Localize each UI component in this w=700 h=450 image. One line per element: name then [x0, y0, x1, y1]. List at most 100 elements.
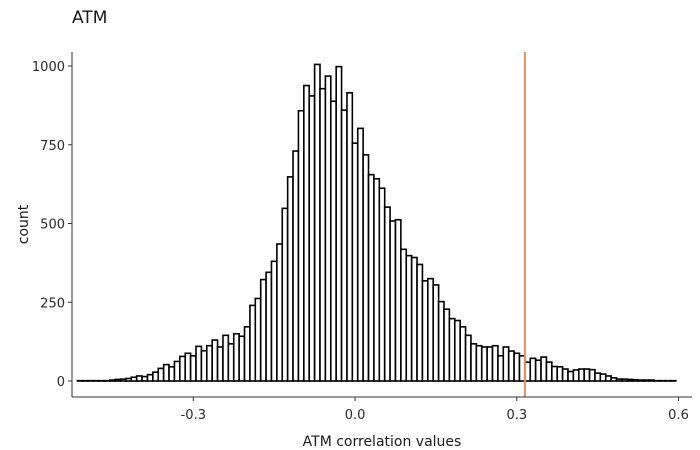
- histogram-bar: [610, 377, 618, 382]
- histogram-bar: [529, 357, 537, 382]
- histogram-bar: [340, 109, 348, 382]
- histogram-bar: [389, 220, 397, 382]
- histogram-bar: [470, 343, 478, 382]
- histogram-bar: [594, 372, 602, 382]
- histogram-bar: [561, 368, 569, 382]
- histogram-bar: [249, 304, 257, 382]
- histogram-bar: [179, 355, 187, 382]
- histogram-bar: [313, 63, 321, 382]
- histogram-bar: [216, 346, 224, 382]
- histogram-bar: [642, 379, 650, 382]
- histogram-bar: [205, 344, 213, 382]
- histogram-bar: [604, 375, 612, 382]
- histogram-bar: [270, 260, 278, 382]
- histogram-bar: [351, 142, 359, 382]
- x-tick-label: 0.6: [668, 408, 689, 423]
- histogram-bar: [453, 319, 461, 382]
- histogram-bar: [195, 345, 203, 382]
- histogram-bar: [599, 373, 607, 382]
- histogram-bar: [459, 326, 467, 382]
- histogram-bar: [108, 379, 116, 382]
- histogram-bar: [146, 373, 154, 382]
- histogram-bar: [464, 334, 472, 382]
- histogram-bar: [383, 206, 391, 382]
- histogram-bar: [238, 335, 246, 382]
- histogram-bar: [152, 371, 160, 382]
- histogram-bars: [76, 63, 677, 382]
- histogram-bar: [303, 84, 311, 382]
- y-axis-ticks: 0 250 500 750 1000: [32, 60, 72, 390]
- histogram-bar: [259, 278, 267, 382]
- histogram-bar: [141, 375, 149, 382]
- histogram-bar: [329, 100, 337, 382]
- histogram-bar: [227, 343, 235, 382]
- y-tick-label: 0: [57, 375, 65, 390]
- chart-title: ATM: [72, 8, 108, 28]
- histogram-bar: [254, 297, 262, 382]
- histogram-bar: [416, 263, 424, 382]
- histogram-bar: [335, 65, 343, 382]
- histogram-bar: [443, 308, 451, 382]
- x-tick-label: -0.3: [181, 408, 206, 423]
- histogram-bar: [356, 127, 364, 382]
- histogram-bar: [432, 284, 440, 382]
- histogram-bar: [475, 344, 483, 382]
- histogram-bar: [405, 254, 413, 382]
- histogram-bar: [421, 280, 429, 382]
- histogram-bar: [373, 177, 381, 382]
- histogram-bar: [497, 354, 505, 382]
- histogram-bar: [410, 256, 418, 382]
- histogram-bar: [292, 150, 300, 382]
- histogram-bar: [545, 361, 553, 382]
- histogram-bar: [125, 377, 133, 382]
- histogram-bar: [346, 91, 354, 382]
- histogram-bar: [551, 365, 559, 382]
- histogram-bar: [281, 207, 289, 382]
- histogram-bar: [394, 218, 402, 382]
- histogram-bar: [507, 350, 515, 382]
- histogram-bar: [286, 176, 294, 382]
- histogram-bar: [486, 346, 494, 382]
- histogram-bar: [588, 368, 596, 382]
- histogram-bar: [189, 354, 197, 382]
- histogram-bar: [491, 344, 499, 382]
- histogram-bar: [583, 368, 591, 382]
- histogram-bar: [114, 378, 122, 382]
- histogram-bar: [577, 368, 585, 382]
- y-tick-label: 1000: [32, 60, 65, 75]
- histogram-bar: [276, 243, 284, 382]
- x-axis-ticks: -0.3 0.0 0.3 0.6: [181, 397, 689, 423]
- histogram-bar: [534, 359, 542, 382]
- histogram-bar: [621, 378, 629, 382]
- histogram-bar: [119, 378, 127, 382]
- histogram-bar: [173, 360, 181, 382]
- histogram-bar: [243, 326, 251, 382]
- histogram-bar: [162, 363, 170, 382]
- histogram-bar: [637, 379, 645, 382]
- histogram-bar: [448, 317, 456, 382]
- histogram-bar: [200, 349, 208, 382]
- histogram-bar: [626, 378, 634, 382]
- histogram-bar: [378, 187, 386, 382]
- y-axis-title: count: [16, 204, 32, 244]
- histogram-bar: [135, 375, 143, 382]
- histogram-bar: [572, 369, 580, 382]
- histogram-bar: [615, 378, 623, 382]
- histogram-bar: [502, 346, 510, 382]
- histogram-bar: [556, 366, 564, 382]
- y-tick-label: 750: [40, 139, 65, 154]
- histogram-bar: [427, 277, 435, 382]
- histogram-bar: [513, 352, 521, 382]
- histogram-bar: [648, 379, 656, 382]
- x-tick-label: 0.3: [506, 408, 527, 423]
- histogram-bar: [157, 367, 165, 382]
- histogram-bar: [168, 366, 176, 382]
- histogram-bar: [211, 339, 219, 382]
- x-axis-title: ATM correlation values: [303, 434, 462, 450]
- histogram-bar: [567, 370, 575, 382]
- histogram-bar: [184, 352, 192, 382]
- histogram-bar: [540, 356, 548, 382]
- histogram-bar: [265, 271, 273, 382]
- histogram-bar: [308, 95, 316, 382]
